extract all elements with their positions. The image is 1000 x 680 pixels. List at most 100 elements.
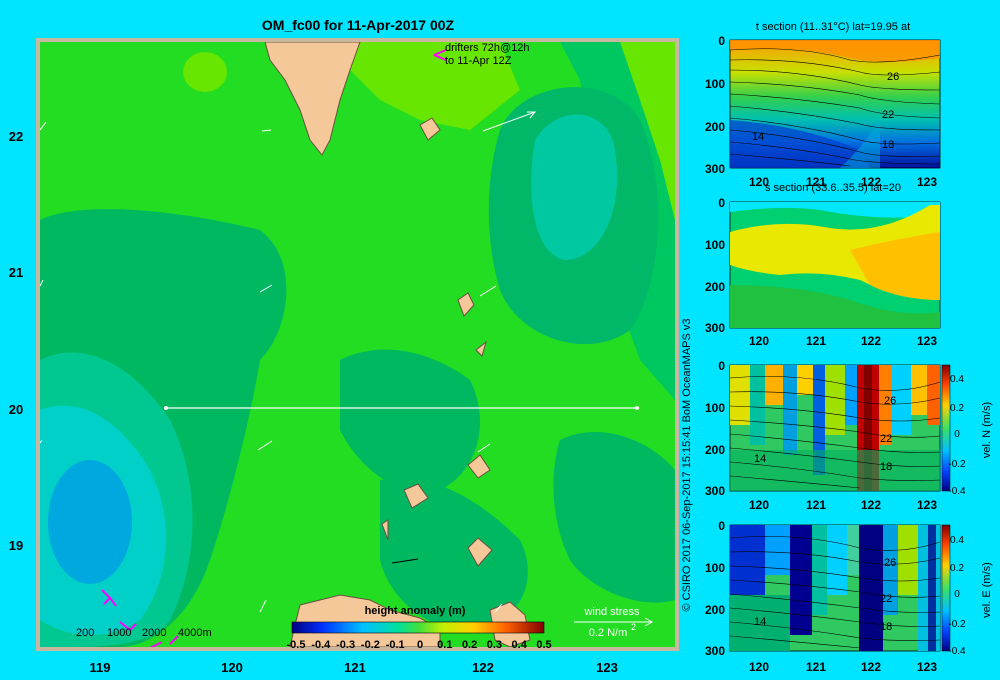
cbar-tick: 0 (954, 429, 960, 440)
x-tick: 120 (749, 334, 769, 348)
cbar-tick: -0.2 (948, 619, 966, 630)
cbar-ticks: 0.4 0.2 0 -0.2 -0.4 (948, 535, 966, 657)
map-y-ticks: 22 21 20 19 (9, 129, 23, 553)
contour-label: 14 (754, 616, 766, 628)
colorbar-tick: 0 (417, 639, 423, 651)
y-tick: 300 (705, 484, 725, 498)
x-tick: 121 (806, 175, 826, 189)
cbar-ticks: 0.4 0.2 0 -0.2 -0.4 (948, 374, 966, 497)
colorbar-tick: -0.2 (361, 639, 380, 651)
y-tick: 20 (9, 402, 23, 417)
panel-y-ticks: 0 100 200 300 (705, 359, 725, 498)
panel-x-ticks: 120 121 122 123 (749, 175, 937, 189)
x-tick: 121 (344, 660, 366, 675)
depth-legend-label: 200 (76, 627, 94, 639)
x-tick: 123 (917, 175, 937, 189)
colorbar-gradient (291, 621, 545, 634)
colorbar-tick: 0.5 (536, 639, 551, 651)
y-tick: 100 (705, 401, 725, 415)
colorbar-tick: -0.4 (311, 639, 331, 651)
contour-label: 22 (880, 593, 892, 605)
colorbar-tick: 0.2 (462, 639, 477, 651)
cbar-tick: 0.2 (950, 403, 964, 414)
x-tick: 122 (472, 660, 494, 675)
panel-title: t section (11..31°C) lat=19.95 at (756, 21, 910, 33)
x-tick: 120 (749, 660, 769, 674)
cbar-label: vel. N (m/s) (981, 402, 993, 458)
panel-title: s section (33.6..35.5) lat=20 (765, 182, 901, 194)
panel-y-ticks: 0 100 200 300 (705, 196, 725, 335)
y-tick: 100 (705, 561, 725, 575)
colorbar-title: height anomaly (m) (365, 605, 466, 617)
contour-label: 26 (884, 395, 896, 407)
colorbar: height anomaly (m) -0.5 -0.4 -0.3 -0.2 -0.1 0… (287, 605, 552, 651)
contour-label: 26 (884, 557, 896, 569)
cbar-tick: 0.4 (950, 535, 964, 546)
vel-colorbar (941, 364, 951, 492)
depth-legend-label: 4000m (178, 627, 212, 639)
x-tick: 123 (917, 498, 937, 512)
contour-label: 14 (754, 453, 766, 465)
wind-scale-exponent: 2 (631, 622, 636, 632)
x-tick: 121 (806, 334, 826, 348)
colorbar-tick: 0.1 (437, 639, 452, 651)
y-tick: 100 (705, 77, 725, 91)
x-tick: 123 (917, 660, 937, 674)
eddy-west (48, 460, 132, 584)
x-tick: 123 (596, 660, 618, 675)
y-tick: 0 (718, 359, 725, 373)
wind-label: wind stress (583, 606, 640, 618)
colorbar-tick: -0.5 (287, 639, 306, 651)
cbar-tick: 0 (954, 589, 960, 600)
colorbar-ticks: -0.5 -0.4 -0.3 -0.2 -0.1 0 0.1 0.2 0.3 0.4 0.5 (287, 639, 552, 651)
y-tick: 21 (9, 265, 23, 280)
drifters-label-1: drifters 72h@12h (445, 42, 530, 54)
main-title: OM_fc00 for 11-Apr-2017 00Z (262, 17, 455, 33)
contour-label: 26 (887, 71, 899, 83)
panel-vel-north: 26 22 18 14 0.4 0.2 0 -0.2 -0.4 vel. N (… (705, 359, 993, 512)
colorbar-tick: 0.4 (512, 639, 528, 651)
y-tick: 22 (9, 129, 23, 144)
y-tick: 0 (718, 196, 725, 210)
depth-legend: 200 1000 2000 4000m (76, 627, 212, 639)
depth-legend-label: 2000 (142, 627, 166, 639)
x-tick: 122 (861, 175, 881, 189)
x-tick: 120 (749, 175, 769, 189)
y-tick: 200 (705, 443, 725, 457)
x-tick: 121 (806, 498, 826, 512)
y-tick: 19 (9, 538, 23, 553)
main-map: drifters 72h@12h to 11-Apr 12Z 119 120 1… (9, 38, 679, 675)
contour-label: 18 (880, 461, 892, 473)
wind-scale-value: 0.2 N/m (589, 627, 628, 639)
colorbar-tick: -0.3 (336, 639, 355, 651)
cbar-label: vel. E (m/s) (981, 562, 993, 618)
contour-label: 18 (882, 139, 894, 151)
y-tick: 300 (705, 644, 725, 658)
x-tick: 122 (861, 498, 881, 512)
credit: © CSIRO 2017 06-Sep-2017 15:15:41 BoM Oc… (681, 318, 693, 611)
y-tick: 100 (705, 238, 725, 252)
panel-x-ticks: 120 121 122 123 (749, 498, 937, 512)
drifter-tracks (101, 49, 447, 647)
x-tick: 121 (806, 660, 826, 674)
panel-y-ticks: 0 100 200 300 (705, 34, 725, 176)
x-tick: 119 (90, 660, 111, 675)
cbar-tick: -0.4 (948, 646, 966, 657)
vel-colorbar (941, 524, 951, 652)
y-tick: 200 (705, 603, 725, 617)
depth-legend-label: 1000 (107, 627, 131, 639)
contour-label: 14 (752, 131, 764, 143)
colorbar-tick: 0.3 (487, 639, 502, 651)
cbar-tick: 0.4 (950, 374, 964, 385)
x-tick: 123 (917, 334, 937, 348)
panel-x-ticks: 120 121 122 123 (749, 334, 937, 348)
colorbar-tick: -0.1 (386, 639, 405, 651)
y-tick: 300 (705, 321, 725, 335)
panel-x-ticks: 120 121 122 123 (749, 660, 937, 674)
cbar-tick: -0.4 (948, 486, 966, 497)
panel-salinity: s section (33.6..35.5) lat=20 0 100 200 … (705, 182, 941, 348)
x-tick: 120 (749, 498, 769, 512)
contour-label: 18 (880, 621, 892, 633)
x-tick: 122 (861, 334, 881, 348)
